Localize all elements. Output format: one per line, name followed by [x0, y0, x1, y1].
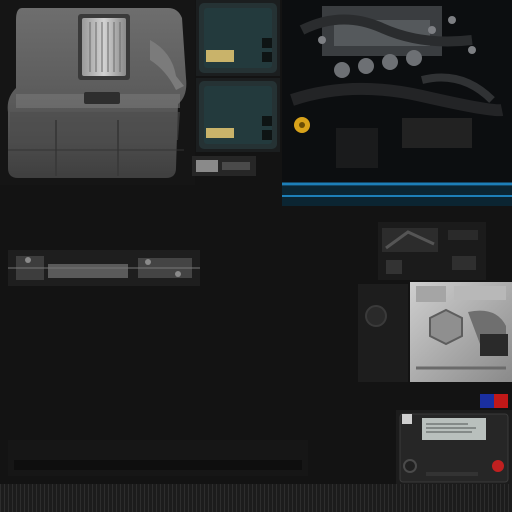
battery — [396, 410, 512, 486]
engine-block — [410, 282, 512, 382]
ribbed-strip-icon — [0, 484, 512, 512]
engine-cover-icon — [0, 0, 195, 185]
engine-underbody-icon — [8, 250, 200, 286]
engine-cover — [0, 0, 195, 185]
engine-block-icon — [410, 282, 512, 382]
flag-red — [494, 394, 508, 408]
fuse-box-icon — [196, 78, 280, 152]
small-parts-icon — [378, 222, 486, 280]
dark-panel — [8, 440, 308, 476]
engine-bay-photo — [282, 0, 512, 206]
connector-strip — [192, 156, 256, 176]
fuse-box-icon — [196, 0, 280, 76]
fuse-box-upper — [196, 0, 280, 76]
underbody-strip — [8, 250, 200, 286]
ribbed-strip — [0, 484, 512, 512]
flag-blue — [480, 394, 494, 408]
engine-bay-icon — [282, 0, 512, 206]
battery-icon — [396, 410, 512, 486]
small-parts-panel — [378, 222, 486, 280]
round-part — [358, 284, 408, 382]
fuse-box-lower — [196, 78, 280, 152]
